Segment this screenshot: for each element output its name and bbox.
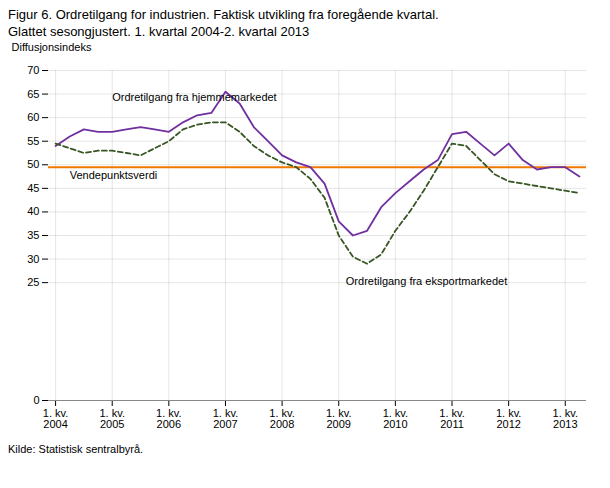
svg-text:25: 25: [27, 276, 39, 288]
svg-text:1. kv.2005: 1. kv.2005: [99, 407, 124, 430]
svg-text:1. kv.2007: 1. kv.2007: [213, 407, 238, 430]
svg-text:Ordretilgang fra eksportmarked: Ordretilgang fra eksportmarkedet: [346, 275, 507, 287]
svg-text:65: 65: [27, 88, 39, 100]
svg-text:1. kv.2012: 1. kv.2012: [496, 407, 521, 430]
svg-text:Diffusjonsindeks: Diffusjonsindeks: [12, 41, 92, 53]
html-text:Glattet sesongjustert. 1. kvar: Glattet sesongjustert. 1. kvartal 2004-2…: [8, 24, 310, 39]
svg-text:45: 45: [27, 182, 39, 194]
svg-text:1. kv.2010: 1. kv.2010: [383, 407, 408, 430]
html-text:Figur 6. Ordretilgang for indu: Figur 6. Ordretilgang for industrien. Fa…: [8, 7, 439, 22]
svg-text:1. kv.2008: 1. kv.2008: [269, 407, 294, 430]
html-text:Kilde: Statistisk sentralbyrå.: Kilde: Statistisk sentralbyrå.: [8, 443, 144, 455]
svg-text:1. kv.2009: 1. kv.2009: [326, 407, 351, 430]
svg-text:40: 40: [27, 205, 39, 217]
svg-text:70: 70: [27, 64, 39, 76]
svg-text:Ordretilgang fra hjemmemarkede: Ordretilgang fra hjemmemarkedet: [112, 91, 276, 103]
svg-text:1. kv.2013: 1. kv.2013: [553, 407, 578, 430]
svg-text:60: 60: [27, 111, 39, 123]
svg-text:35: 35: [27, 229, 39, 241]
svg-text:1. kv.2004: 1. kv.2004: [43, 407, 68, 430]
svg-text:Vendepunktsverdi: Vendepunktsverdi: [70, 169, 157, 181]
svg-text:1. kv.2011: 1. kv.2011: [439, 407, 464, 430]
svg-text:0: 0: [33, 394, 39, 406]
svg-text:30: 30: [27, 253, 39, 265]
svg-text:55: 55: [27, 135, 39, 147]
svg-text:1. kv.2006: 1. kv.2006: [156, 407, 181, 430]
svg-text:50: 50: [27, 158, 39, 170]
